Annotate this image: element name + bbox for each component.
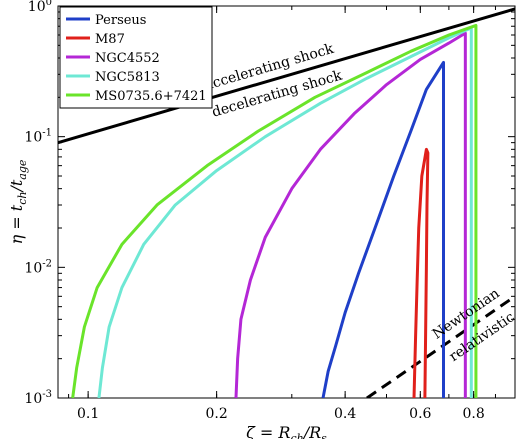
series-line-perseus xyxy=(321,60,445,398)
x-tick-label: 0.8 xyxy=(462,406,484,422)
legend-entry: MS0735.6+7421 xyxy=(95,89,207,104)
series-lines xyxy=(71,23,478,398)
x-tick-label: 0.2 xyxy=(205,406,227,422)
shock-line xyxy=(58,7,515,145)
axis-labels: 0.1 0.2 0.4 0.6 0.8 10-3 10-2 10-1 100 ζ = Rch/Rs… xyxy=(7,0,485,439)
legend-entry: NGC5813 xyxy=(95,70,160,85)
y-tick-label: 10-3 xyxy=(24,389,52,407)
series-line-ngc4552 xyxy=(234,31,467,398)
legend-entry: M87 xyxy=(95,32,125,47)
plot-frame xyxy=(57,5,516,399)
x-tick-label: 0.1 xyxy=(77,406,99,422)
series-line-m87 xyxy=(412,147,430,398)
y-tick-label: 10-1 xyxy=(24,128,52,146)
x-axis-label: ζ = Rch/Rs xyxy=(246,423,327,439)
newtonian-line xyxy=(366,295,515,398)
series-line-ngc5813 xyxy=(97,26,473,398)
legend: Perseus M87 NGC4552 NGC5813 MS0735.6+7421 xyxy=(59,6,213,109)
axes xyxy=(57,5,516,399)
y-tick-label: 100 xyxy=(28,0,52,15)
reference-lines xyxy=(58,7,515,398)
series-line-ms0735-6-7421 xyxy=(71,23,478,398)
y-tick-label: 10-2 xyxy=(24,258,52,276)
y-axis-label: η = tch/tage xyxy=(7,159,29,244)
legend-entry: Perseus xyxy=(95,13,146,28)
x-tick-label: 0.4 xyxy=(334,406,356,422)
legend-entry: NGC4552 xyxy=(95,51,160,66)
x-tick-label: 0.6 xyxy=(409,406,431,422)
